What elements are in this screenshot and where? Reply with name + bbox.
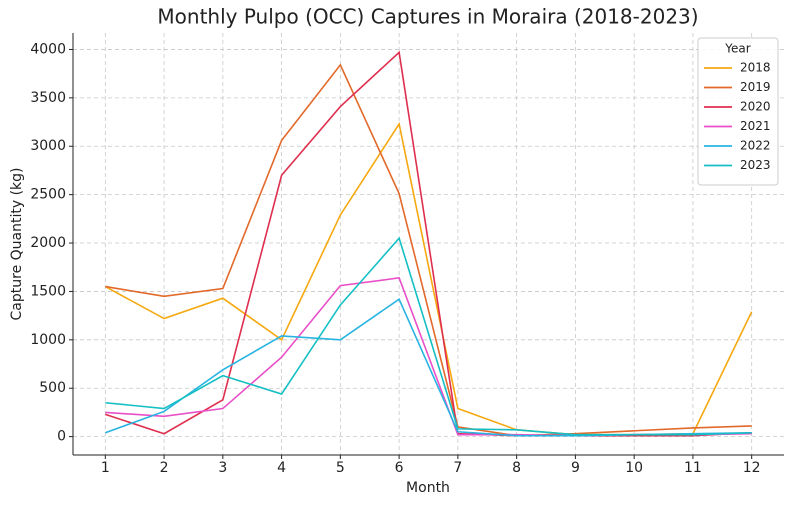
- x-tick-label: 10: [625, 460, 643, 476]
- x-tick-label: 3: [218, 460, 227, 476]
- y-tick-label: 3500: [30, 90, 66, 106]
- x-tick-label: 9: [571, 460, 580, 476]
- legend-label: 2018: [740, 61, 771, 75]
- y-tick-label: 3000: [30, 138, 66, 154]
- line-series: [105, 297, 752, 437]
- legend-label: 2022: [740, 139, 771, 153]
- legend-label: 2021: [740, 119, 771, 133]
- x-tick-label: 1: [101, 460, 110, 476]
- legend-label: 2019: [740, 80, 771, 94]
- x-tick-label: 4: [277, 460, 286, 476]
- legend-box: [697, 37, 779, 186]
- x-tick-label: 11: [684, 460, 702, 476]
- legend-label: 2023: [740, 158, 771, 172]
- y-tick-label: 2000: [30, 235, 66, 251]
- y-tick-label: 2500: [30, 187, 66, 203]
- x-tick-label: 2: [160, 460, 169, 476]
- line-series: [105, 236, 752, 436]
- y-tick-label: 1000: [30, 332, 66, 348]
- chart-title: Monthly Pulpo (OCC) Captures in Moraira …: [157, 5, 698, 29]
- x-axis-label: Month: [406, 480, 450, 496]
- legend: Year 2018 2019 2020 2021 2022 2023: [697, 37, 779, 186]
- y-tick-label: 4000: [30, 41, 66, 57]
- x-tick-label: 6: [395, 460, 404, 476]
- x-tick-label: 12: [743, 460, 761, 476]
- y-axis-label: Capture Quantity (kg): [9, 168, 25, 321]
- y-tick-label: 500: [39, 380, 66, 396]
- y-tick-label: 1500: [30, 283, 66, 299]
- x-tick-label: 8: [512, 460, 521, 476]
- legend-label: 2020: [740, 100, 771, 114]
- line-series: [105, 276, 752, 437]
- x-tick-label: 5: [336, 460, 345, 476]
- legend-title: Year: [724, 42, 750, 56]
- line-series: [105, 63, 752, 437]
- x-tick-label: 7: [453, 460, 462, 476]
- line-series: [105, 50, 752, 437]
- y-tick-label: 0: [57, 429, 66, 445]
